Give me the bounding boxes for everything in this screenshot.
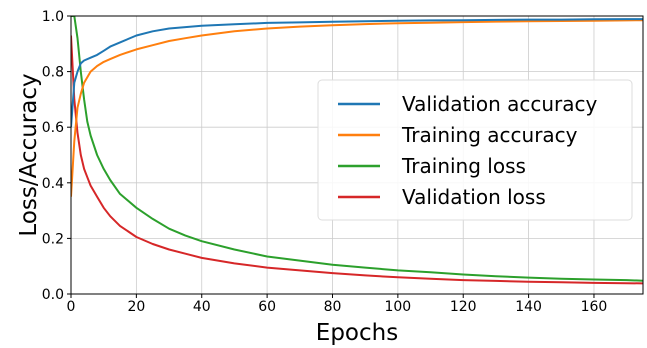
x-tick-label: 140	[515, 299, 542, 315]
series-line-training-loss	[71, 16, 643, 282]
legend-label: Training accuracy	[401, 123, 578, 147]
x-tick-label: 100	[384, 299, 411, 315]
series-line-validation-accuracy	[71, 18, 643, 128]
legend: Validation accuracy Training accuracy Trai…	[317, 79, 633, 221]
legend-label: Validation loss	[402, 185, 546, 209]
x-axis-ticks: 0 20 40 60 80 100 120 140 160	[67, 294, 608, 315]
legend-box	[317, 79, 633, 221]
legend-label: Training loss	[401, 154, 526, 178]
y-tick-label: 0.4	[42, 176, 64, 192]
series-line-training-accuracy	[71, 19, 643, 197]
y-tick-label: 0.6	[42, 120, 64, 136]
x-tick-label: 160	[581, 299, 608, 315]
series-line-validation-loss	[71, 35, 643, 285]
x-tick-label: 0	[67, 299, 76, 315]
y-axis-label: Loss/Accuracy	[16, 73, 42, 236]
series-lines	[71, 16, 643, 285]
x-tick-label: 40	[193, 299, 211, 315]
y-axis-ticks: 0.0 0.2 0.4 0.6 0.8 1.0	[42, 9, 71, 303]
x-axis-label: Epochs	[316, 320, 398, 346]
x-tick-label: 60	[258, 299, 276, 315]
y-tick-label: 0.2	[42, 231, 64, 247]
y-tick-label: 0.0	[42, 287, 64, 303]
y-tick-label: 0.8	[42, 65, 64, 81]
y-tick-label: 1.0	[42, 9, 64, 25]
legend-label: Validation accuracy	[402, 92, 598, 116]
x-tick-label: 80	[324, 299, 342, 315]
x-tick-label: 120	[450, 299, 477, 315]
x-tick-label: 20	[127, 299, 145, 315]
plot-frame	[70, 15, 644, 295]
